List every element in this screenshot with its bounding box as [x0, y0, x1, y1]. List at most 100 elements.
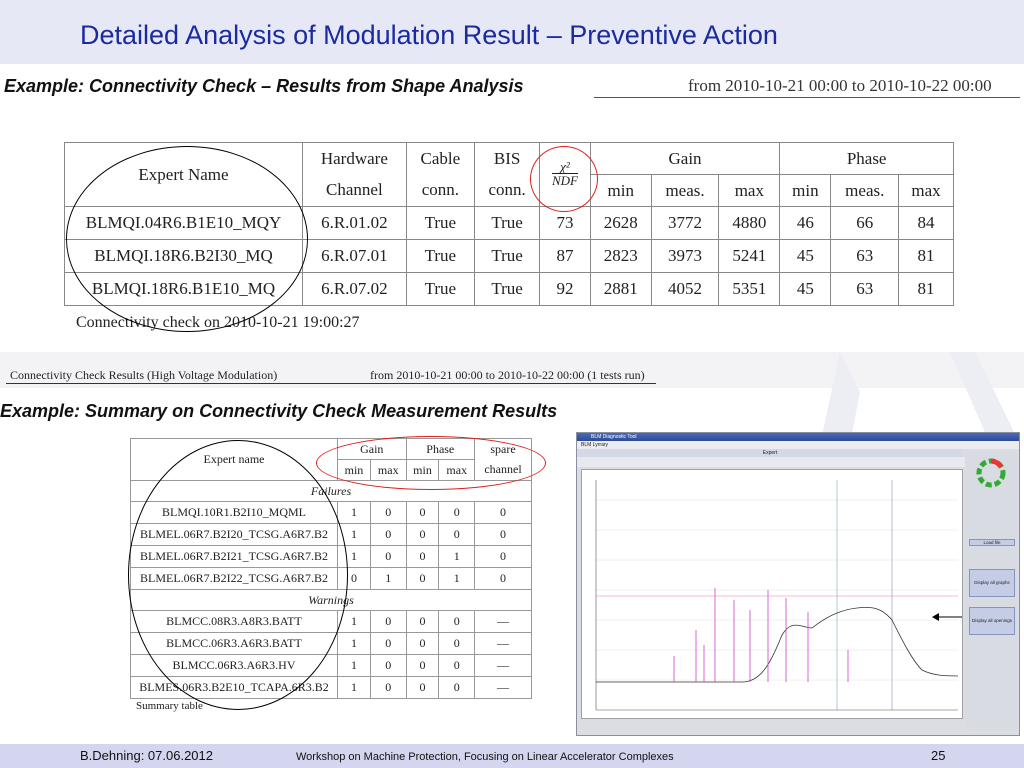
phase-meas-cell: 63	[830, 239, 900, 273]
channel-cell: 6.R.07.01	[302, 239, 407, 273]
footer-event: Workshop on Machine Protection, Focusing…	[296, 751, 674, 763]
footer-bar	[0, 744, 1024, 768]
page-number: 25	[931, 748, 946, 763]
report-band-range: from 2010-10-21 00:00 to 2010-10-22 00:0…	[370, 368, 645, 382]
display-all-openings-button[interactable]: Display all openings	[969, 607, 1015, 635]
summary-phase-max-cell: 0	[438, 501, 476, 524]
summary-spare-cell: 0	[474, 501, 532, 524]
header-cable-conn: conn.	[405, 174, 476, 207]
phase-max-cell: 81	[898, 272, 954, 306]
summary-phase-max-cell: 0	[438, 676, 476, 699]
header-phase-min: min	[779, 174, 832, 207]
summary-phase-min-cell: 0	[405, 654, 440, 677]
expert-name-ellipse	[66, 146, 308, 332]
summary-phase-max-cell: 0	[438, 654, 476, 677]
header-cable: Cable	[405, 142, 476, 175]
header-bis-conn: conn.	[473, 174, 541, 207]
summary-gain-min-cell: 1	[337, 654, 371, 677]
display-all-graphs-button[interactable]: Display all graphs	[969, 569, 1015, 597]
cable-cell: True	[405, 206, 476, 240]
channel-cell: 6.R.01.02	[302, 206, 407, 240]
summary-phase-max-cell: 1	[438, 545, 476, 568]
header-phase-meas: meas.	[830, 174, 900, 207]
summary-phase-min-cell: 0	[405, 610, 440, 633]
header-gain-min: min	[589, 174, 652, 207]
gain-phase-ellipse	[316, 436, 546, 490]
app-plot-area	[581, 469, 963, 719]
header-gain-meas: meas.	[650, 174, 720, 207]
title-bar	[0, 0, 1024, 64]
summary-spare-cell: —	[474, 654, 532, 677]
phase-min-cell: 45	[779, 239, 832, 273]
summary-spare-cell: —	[474, 632, 532, 655]
gain-min-cell: 2881	[589, 272, 652, 306]
example2-caption: Summary table	[136, 700, 203, 712]
summary-gain-min-cell: 1	[337, 632, 371, 655]
phase-meas-cell: 66	[830, 206, 900, 240]
app-toolbar	[577, 457, 969, 467]
app-menubar[interactable]: BLM Lyrrary	[577, 441, 1019, 449]
summary-spare-cell: 0	[474, 545, 532, 568]
bis-cell: True	[473, 272, 541, 306]
slide-title: Detailed Analysis of Modulation Result –…	[80, 20, 778, 50]
gain-meas-cell: 4052	[650, 272, 720, 306]
chi-cell: 92	[539, 272, 591, 306]
app-titlebar: BLM Diagnostic Tool	[577, 433, 1019, 441]
gain-min-cell: 2823	[589, 239, 652, 273]
modulation-plot	[595, 480, 959, 711]
phase-max-cell: 81	[898, 239, 954, 273]
example1-heading: Example: Connectivity Check – Results fr…	[4, 76, 524, 96]
phase-min-cell: 46	[779, 206, 832, 240]
summary-gain-max-cell: 0	[369, 501, 407, 524]
summary-spare-cell: —	[474, 676, 532, 699]
summary-gain-min-cell: 1	[337, 676, 371, 699]
arrow-icon	[932, 613, 962, 621]
header-gain: Gain	[589, 142, 781, 175]
report-band-rule	[6, 383, 656, 384]
bis-cell: True	[473, 239, 541, 273]
summary-gain-max-cell: 1	[369, 567, 407, 590]
summary-gain-max-cell: 0	[369, 676, 407, 699]
bis-cell: True	[473, 206, 541, 240]
summary-gain-max-cell: 0	[369, 654, 407, 677]
phase-meas-cell: 63	[830, 272, 900, 306]
summary-phase-max-cell: 0	[438, 632, 476, 655]
summary-phase-min-cell: 0	[405, 501, 440, 524]
summary-gain-max-cell: 0	[369, 632, 407, 655]
phase-min-cell: 45	[779, 272, 832, 306]
phase-max-cell: 84	[898, 206, 954, 240]
summary-phase-min-cell: 0	[405, 523, 440, 546]
summary-gain-max-cell: 0	[369, 523, 407, 546]
header-hardware: Hardware	[302, 142, 407, 175]
gain-meas-cell: 3973	[650, 239, 720, 273]
channel-cell: 6.R.07.02	[302, 272, 407, 306]
chi-cell: 87	[539, 239, 591, 273]
gain-max-cell: 5241	[718, 239, 781, 273]
summary-phase-min-cell: 0	[405, 676, 440, 699]
header-phase-max: max	[898, 174, 954, 207]
summary-gain-max-cell: 0	[369, 545, 407, 568]
app-tab-expert[interactable]: Expert	[577, 449, 963, 457]
summary-phase-max-cell: 1	[438, 567, 476, 590]
summary-phase-max-cell: 0	[438, 523, 476, 546]
summary-name-ellipse	[128, 440, 348, 710]
status-wheel-icon	[976, 458, 1006, 488]
header-phase: Phase	[779, 142, 954, 175]
load-file-button[interactable]: Load file	[969, 539, 1015, 546]
summary-spare-cell: 0	[474, 523, 532, 546]
cable-cell: True	[405, 272, 476, 306]
gain-meas-cell: 3772	[650, 206, 720, 240]
header-gain-max: max	[718, 174, 781, 207]
gain-min-cell: 2628	[589, 206, 652, 240]
chi-ndf-ellipse	[530, 146, 598, 212]
summary-phase-min-cell: 0	[405, 567, 440, 590]
example1-rule	[594, 97, 1020, 98]
header-bis: BIS	[473, 142, 541, 175]
footer-author-date: B.Dehning: 07.06.2012	[80, 748, 213, 763]
report-band-title: Connectivity Check Results (High Voltage…	[10, 368, 278, 382]
gain-max-cell: 5351	[718, 272, 781, 306]
summary-gain-max-cell: 0	[369, 610, 407, 633]
summary-spare-cell: —	[474, 610, 532, 633]
summary-gain-min-cell: 1	[337, 501, 371, 524]
gain-max-cell: 4880	[718, 206, 781, 240]
